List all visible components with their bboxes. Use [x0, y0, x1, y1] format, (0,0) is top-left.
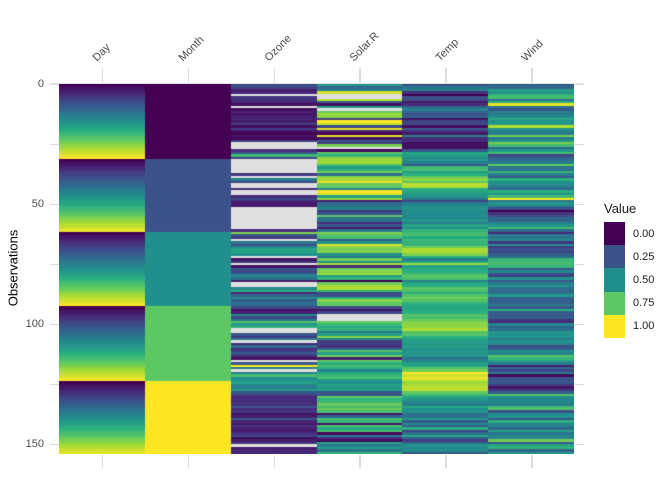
y-tick-label: 150 [25, 438, 44, 450]
column-label: Day [90, 41, 113, 64]
column-tick-top [445, 68, 447, 83]
column-tick-bottom [273, 455, 276, 468]
y-axis-tick-left [50, 264, 59, 265]
column-label: Temp [433, 36, 462, 64]
column-tick-top [273, 68, 276, 83]
y-axis-tick-left [50, 84, 59, 85]
legend-label: 0.75 [633, 297, 655, 310]
y-tick-label: 50 [31, 198, 44, 210]
heatmap-canvas [59, 84, 574, 454]
column-label: Solar.R [347, 30, 382, 64]
column-label: Month [176, 33, 207, 64]
y-axis-tick-left [50, 384, 59, 385]
panel-top-gridline [50, 83, 583, 84]
column-tick-top [531, 68, 533, 83]
column-tick-top [101, 68, 104, 83]
legend: Value 0.00 0.25 0.50 0.75 1.00 [604, 201, 668, 338]
y-axis-tick-left [50, 204, 59, 205]
column-tick-bottom [359, 455, 361, 468]
y-axis-tick-right [574, 384, 584, 385]
column-label: Wind [519, 37, 546, 64]
y-axis-tick-right [574, 264, 584, 265]
y-axis-title: Observations [5, 229, 21, 307]
column-tick-top [359, 68, 361, 83]
legend-label: 0.50 [633, 273, 655, 286]
legend-title: Value [604, 201, 637, 216]
y-axis-tick-right [574, 84, 584, 85]
column-tick-bottom [101, 455, 104, 468]
column-tick-bottom [531, 455, 533, 468]
column-tick-top [187, 68, 190, 83]
legend-label: 0.25 [633, 250, 655, 263]
y-axis-tick-left [50, 144, 59, 145]
y-axis-tick-right [574, 444, 584, 445]
legend-swatch [604, 268, 625, 292]
legend-colorbar [604, 222, 625, 338]
y-axis-tick-right [574, 204, 584, 205]
legend-swatch [604, 291, 625, 315]
legend-label: 0.00 [633, 227, 655, 240]
legend-swatch [604, 314, 625, 338]
y-axis-tick-right [574, 324, 584, 325]
y-tick-label: 100 [25, 318, 44, 330]
y-axis-tick-left [50, 324, 59, 325]
legend-label: 1.00 [633, 320, 655, 333]
legend-swatch [604, 245, 625, 269]
y-axis-tick-left [50, 444, 59, 445]
column-label: Ozone [262, 32, 294, 64]
column-tick-bottom [445, 455, 447, 468]
y-tick-label: 0 [37, 78, 44, 90]
legend-swatch [604, 222, 625, 246]
y-axis-tick-right [574, 144, 584, 145]
column-tick-bottom [187, 455, 190, 468]
